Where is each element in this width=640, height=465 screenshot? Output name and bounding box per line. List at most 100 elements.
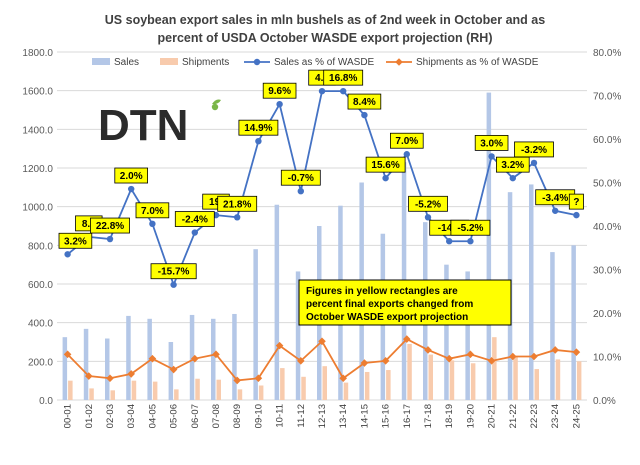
sales-pct-point: [467, 238, 474, 245]
shipments-pct-point: [403, 335, 411, 343]
shipments-pct-point: [487, 357, 496, 365]
sales-pct-point: [255, 137, 262, 145]
sales-bar: [83, 328, 89, 400]
x-tick-label: 04-05: [147, 404, 158, 428]
annotation-box: [365, 156, 406, 173]
annotation-box: [90, 217, 130, 234]
sales-pct-point: [149, 220, 156, 228]
annotation-label: -5.2%: [457, 223, 483, 234]
left-tick-label: 1800.0: [22, 48, 53, 59]
legend-marker-sales-pct: [253, 58, 261, 66]
sales-pct-point: [488, 153, 495, 160]
sales-pct-point: [340, 87, 347, 95]
annotation-box: [568, 193, 584, 210]
annotation-box: [408, 195, 448, 212]
x-tick-label: 21-22: [508, 404, 519, 428]
left-tick-label: 200.0: [28, 357, 53, 368]
annotation-box: [262, 82, 297, 99]
legend-label-sales: Sales: [114, 57, 139, 68]
left-tick-label: 800.0: [28, 241, 53, 252]
annotation-box: [514, 141, 554, 158]
left-tick-label: 1400.0: [22, 125, 53, 136]
left-tick-label: 600.0: [28, 280, 53, 291]
sales-pct-point: [318, 87, 326, 95]
right-tick-label: 70.0%: [593, 92, 621, 103]
x-tick-label: 12-13: [317, 404, 328, 428]
dtn-logo: DTN: [98, 99, 221, 150]
right-tick-label: 60.0%: [593, 135, 621, 146]
left-axis-ticks: 0.0 200.0 400.0 600.0 800.0 1000.0 1200.0 1400.…: [22, 48, 53, 407]
right-tick-label: 20.0%: [593, 309, 621, 320]
shipments-pct-point: [148, 354, 157, 363]
shipments-pct-point: [424, 346, 432, 354]
annotation-label: 22.8%: [96, 221, 124, 232]
shipments-bar: [492, 337, 497, 400]
sales-bar: [486, 92, 492, 400]
shipments-pct-point: [445, 354, 453, 363]
sales-bar: [168, 342, 174, 400]
shipments-bar: [449, 360, 455, 400]
shipments-pct-point: [63, 350, 72, 359]
left-tick-label: 1200.0: [22, 164, 53, 175]
x-tick-label: 10-11: [275, 404, 286, 428]
sales-bar: [253, 249, 258, 400]
shipments-bar: [386, 370, 391, 400]
annotations: 3.2% 8.5 22.8% 2.0% 7.0% -15.7% -2.4%19. 21.8% 1…: [58, 69, 584, 280]
annotation-label: -2.4%: [182, 215, 208, 226]
shipments-pct-point: [572, 348, 581, 356]
shipments-pct-point: [106, 374, 114, 383]
shipments-pct-point: [381, 357, 390, 365]
shipments-pct-point: [509, 352, 517, 361]
right-axis-ticks: 0.0% 10.0% 20.0% 30.0% 40.0% 50.0% 60.0% 70.0% 8…: [593, 48, 621, 407]
annotation-box: [323, 69, 364, 86]
shipments-bar: [152, 381, 158, 400]
annotation-box: [280, 169, 321, 186]
x-tick-label: 13-14: [338, 404, 349, 428]
shipments-bar: [513, 356, 518, 400]
annotation-box: [238, 119, 279, 136]
left-tick-label: 400.0: [28, 319, 53, 330]
sales-pct-point: [64, 251, 71, 258]
shipments-pct-point: [254, 374, 263, 383]
annotation-box: [217, 195, 258, 212]
legend-label-shipments-pct: Shipments as % of WASDE: [416, 57, 539, 68]
x-tick-label: 23-24: [550, 404, 561, 428]
sales-pct-point: [573, 211, 580, 219]
sales-pct-point: [446, 238, 453, 245]
annotation-box: [174, 211, 215, 227]
x-tick-label: 16-17: [402, 404, 413, 428]
shipments-bar: [131, 380, 137, 400]
x-tick-label: 15-16: [381, 404, 392, 428]
right-tick-label: 30.0%: [593, 266, 621, 277]
shipments-pct-point: [551, 346, 559, 354]
annotation-label: 14.9%: [244, 123, 272, 134]
shipments-pct-point: [318, 337, 326, 346]
right-tick-label: 40.0%: [593, 222, 621, 233]
chart-title-line1: US soybean export sales in mln bushels a…: [105, 13, 545, 27]
sales-bar: [529, 184, 534, 400]
note-line-2: percent final exports changed from: [306, 299, 473, 310]
legend: Sales Shipments Sales as % of WASDE Shipmen…: [92, 57, 539, 68]
sales-pct-point: [234, 214, 241, 221]
right-tick-label: 80.0%: [593, 48, 621, 59]
sales-pct-point: [170, 281, 177, 288]
annotation-box: [450, 219, 491, 236]
x-tick-label: 03-04: [126, 404, 137, 428]
sales-pct-point: [106, 235, 114, 243]
sales-bar: [189, 314, 195, 400]
x-tick-label: 09-10: [253, 404, 264, 428]
shipments-pct-point: [191, 354, 199, 363]
shipments-bar: [555, 359, 561, 400]
legend-marker-shipments-pct: [395, 58, 403, 66]
shipments-bar: [470, 363, 476, 400]
sales-bar: [62, 337, 68, 400]
sales-bar: [295, 271, 301, 400]
annotation-label: 15.6%: [371, 160, 399, 171]
x-tick-label: 14-15: [359, 404, 370, 428]
shipments-pct-point: [275, 341, 284, 350]
annotation-box: [135, 202, 170, 219]
shipments-pct-point: [127, 370, 135, 378]
sales-pct-point: [276, 101, 283, 108]
